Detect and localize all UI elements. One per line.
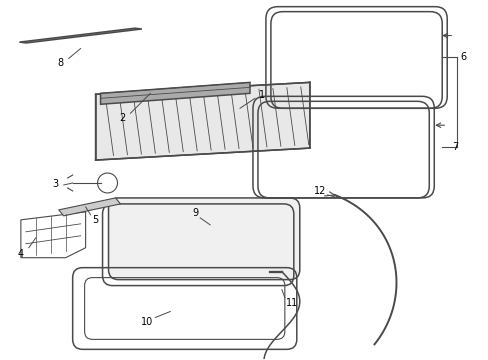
Text: 6: 6	[459, 53, 465, 63]
Polygon shape	[101, 82, 249, 104]
Text: 2: 2	[119, 113, 125, 123]
Text: 7: 7	[451, 142, 457, 152]
Polygon shape	[59, 198, 120, 216]
Text: 8: 8	[58, 58, 63, 68]
Text: 3: 3	[53, 179, 59, 189]
Text: 11: 11	[285, 297, 297, 307]
Text: 9: 9	[192, 208, 198, 218]
Text: 4: 4	[18, 249, 24, 259]
Text: 5: 5	[92, 215, 99, 225]
Polygon shape	[20, 28, 142, 43]
FancyBboxPatch shape	[108, 198, 299, 280]
Text: 10: 10	[141, 318, 153, 328]
Text: 1: 1	[258, 90, 264, 100]
Polygon shape	[95, 82, 309, 160]
Text: 12: 12	[313, 186, 325, 196]
